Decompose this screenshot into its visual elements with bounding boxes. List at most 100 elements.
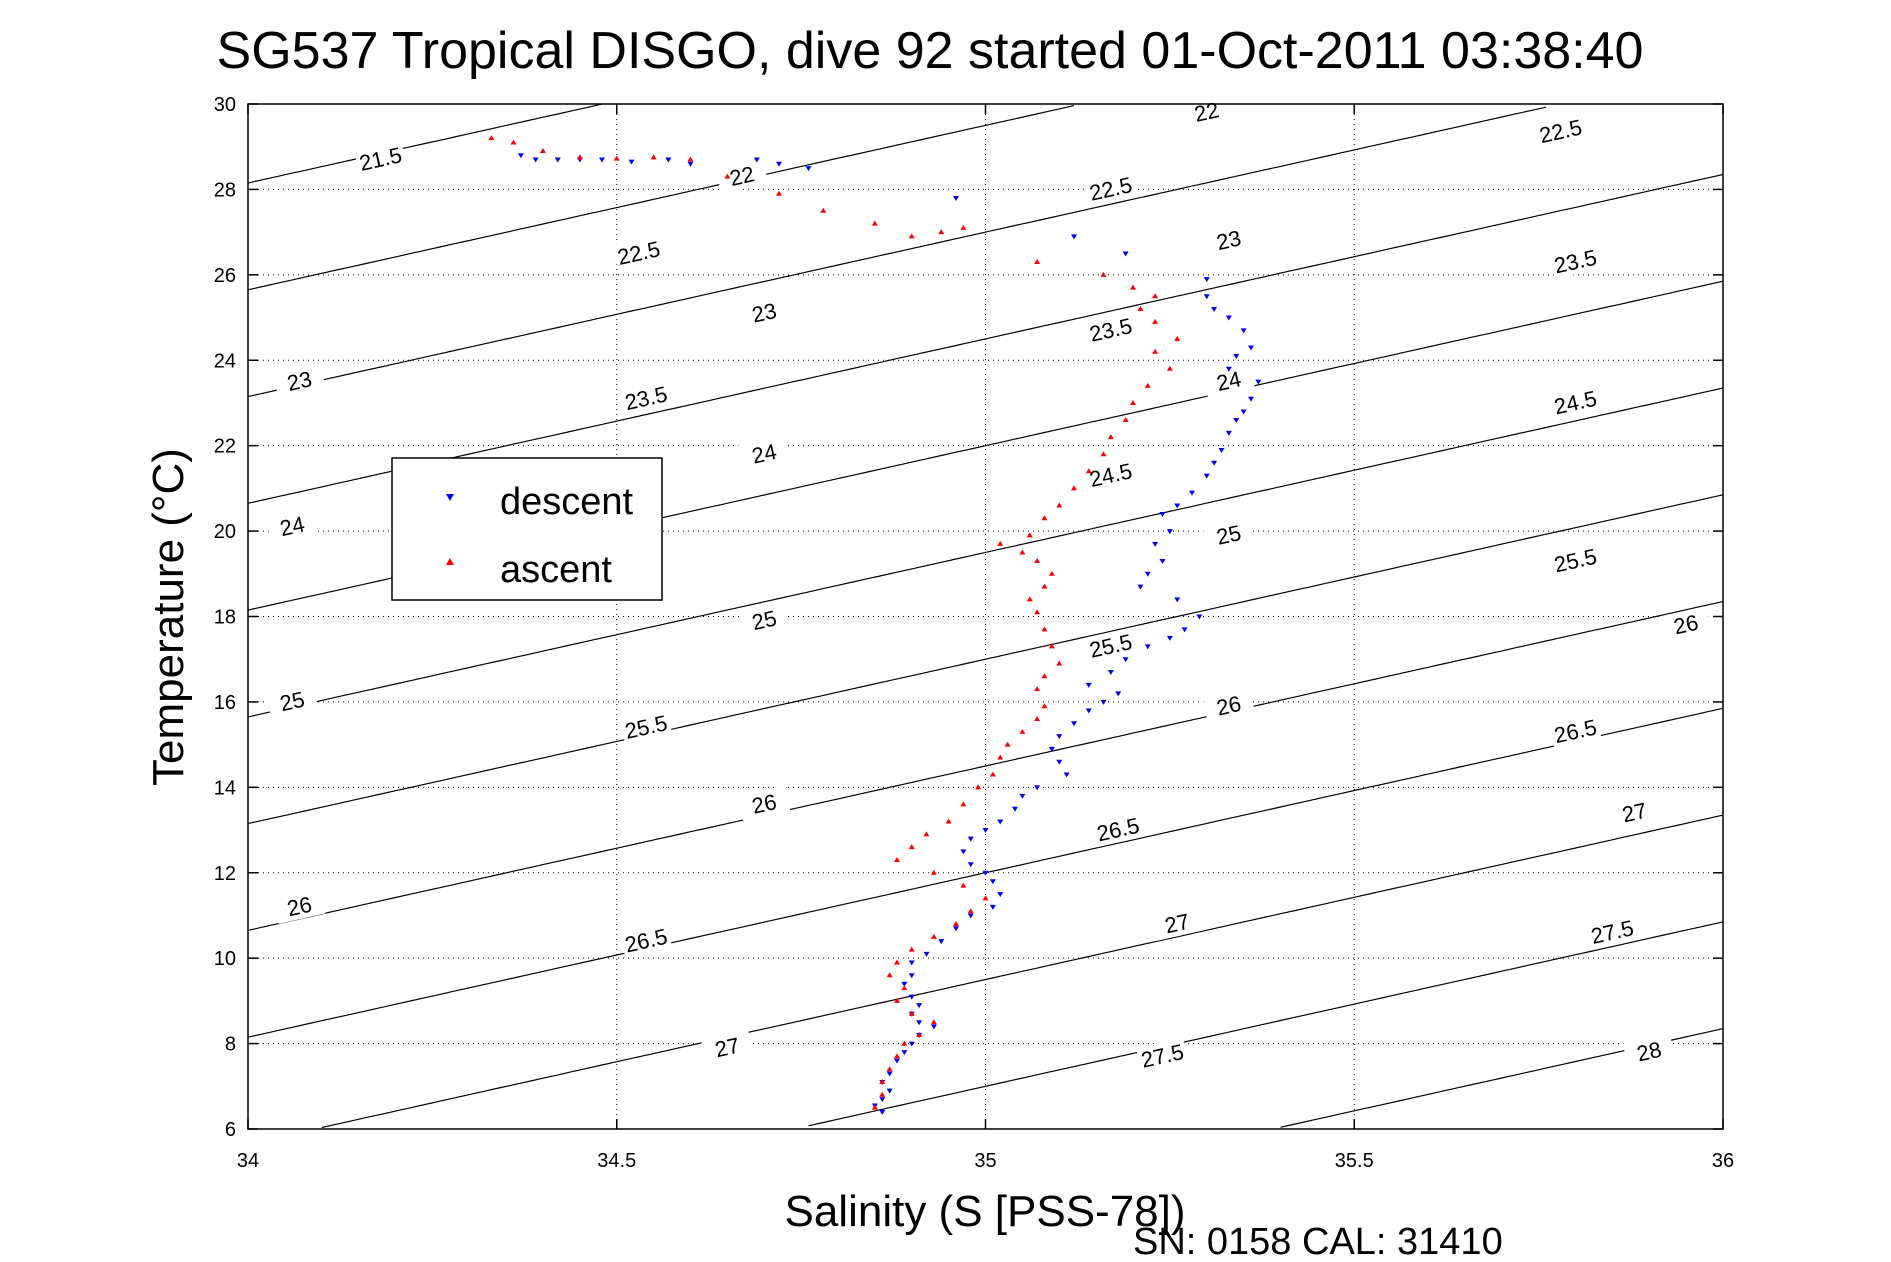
data-point-ascent — [982, 895, 989, 901]
data-point-ascent — [1041, 583, 1048, 589]
data-point-descent — [901, 1050, 908, 1056]
contour-label: 23 — [285, 366, 314, 396]
data-point-ascent — [1056, 660, 1063, 666]
data-point-ascent — [1100, 271, 1107, 277]
data-point-ascent — [576, 154, 583, 160]
data-point-descent — [1196, 614, 1203, 620]
contour-label: 27.5 — [1139, 1039, 1186, 1073]
data-point-ascent — [1071, 485, 1077, 491]
data-point-descent — [1166, 635, 1173, 641]
contour-label-bg — [1608, 794, 1661, 830]
data-point-descent — [1137, 584, 1144, 590]
contour-line — [247, 387, 1724, 718]
data-point-ascent — [886, 1066, 893, 1072]
contour-label-group: 26.5 — [1091, 811, 1145, 847]
data-point-descent — [1071, 234, 1077, 240]
data-point-ascent — [1034, 259, 1041, 265]
contour-label-bg — [737, 294, 791, 331]
data-point-descent — [1056, 734, 1063, 740]
contour-label-bg — [354, 140, 407, 177]
data-point-descent — [1056, 759, 1063, 765]
data-point-ascent — [1152, 293, 1159, 299]
contour-label-group: 26 — [273, 888, 326, 924]
data-point-ascent — [908, 1010, 915, 1016]
data-point-descent — [1248, 345, 1254, 351]
contour-label-bg — [737, 435, 791, 472]
data-point-descent — [930, 1024, 937, 1030]
contour-label: 26 — [1214, 691, 1243, 721]
density-contours — [247, 103, 1724, 1129]
data-point-descent — [1240, 328, 1247, 334]
data-point-ascent — [613, 155, 620, 161]
data-point-ascent — [1144, 382, 1151, 388]
data-point-descent — [908, 973, 915, 979]
contour-label: 27 — [1620, 798, 1649, 828]
data-point-descent — [1233, 353, 1240, 359]
contour-label-bg — [1659, 606, 1713, 642]
data-point-ascent — [1152, 348, 1159, 354]
data-point-ascent — [1019, 549, 1026, 555]
data-point-ascent — [894, 856, 900, 862]
contour-label-group: 22 — [1180, 93, 1233, 130]
data-point-ascent — [901, 985, 908, 991]
data-point-ascent — [886, 972, 893, 978]
data-point-ascent — [1107, 434, 1114, 440]
y-tick-label: 6 — [225, 1119, 236, 1141]
legend-label-descent: descent — [500, 481, 634, 523]
data-point-ascent — [687, 156, 694, 162]
data-point-descent — [908, 994, 915, 1000]
data-point-descent — [1181, 627, 1188, 633]
y-tick-label: 12 — [214, 863, 236, 885]
contour-label: 26.5 — [1552, 714, 1599, 748]
contour-label-bg — [265, 507, 319, 544]
data-point-descent — [599, 157, 605, 163]
y-tick-label: 18 — [214, 607, 236, 629]
data-point-descent — [1248, 396, 1254, 402]
data-point-descent — [967, 862, 974, 868]
x-axis-label: Salinity (S [PSS-78]) — [784, 1187, 1185, 1236]
data-point-ascent — [1041, 626, 1048, 632]
contour-label-bg — [1549, 243, 1602, 279]
contour-label: 26.5 — [622, 924, 669, 958]
contour-label-group: 26 — [1202, 687, 1255, 724]
data-point-ascent — [540, 147, 546, 153]
data-point-descent — [1174, 597, 1181, 603]
data-point-ascent — [1056, 502, 1063, 508]
data-point-descent — [1211, 307, 1218, 312]
contour-label-bg — [1084, 311, 1137, 348]
data-point-descent — [1122, 251, 1129, 257]
data-point-ascent — [650, 154, 657, 160]
x-tick-label: 34 — [237, 1150, 259, 1172]
data-point-descent — [1166, 529, 1173, 535]
data-point-ascent — [953, 921, 959, 926]
data-point-ascent — [488, 135, 495, 141]
contour-label-bg — [1084, 627, 1137, 664]
contour-label: 22.5 — [1537, 114, 1584, 148]
contour-label-bg — [1180, 93, 1233, 130]
data-point-descent — [1019, 793, 1026, 799]
data-point-ascent — [930, 933, 937, 939]
contour-label-bg — [619, 922, 673, 959]
data-point-descent — [1063, 772, 1070, 778]
contour-label-bg — [1136, 1037, 1189, 1074]
contour-label-group: 21.5 — [354, 140, 407, 177]
contour-line — [247, 106, 1547, 398]
contour-label: 21.5 — [357, 142, 404, 176]
data-point-ascent — [960, 882, 967, 888]
data-point-descent — [1159, 558, 1166, 564]
data-point-ascent — [1026, 596, 1033, 602]
contour-label: 27 — [1162, 909, 1191, 939]
contour-label-group: 25 — [737, 601, 791, 638]
data-point-descent — [1085, 708, 1092, 714]
contour-label: 25 — [278, 687, 307, 717]
data-point-descent — [901, 981, 908, 987]
data-point-descent — [1115, 691, 1122, 697]
data-point-ascent — [908, 946, 915, 952]
contour-label-bg — [612, 234, 665, 271]
contour-label-bg — [1534, 112, 1587, 149]
data-point-descent — [886, 1071, 893, 1077]
contour-label-bg — [1202, 516, 1255, 553]
legend: descent ascent — [391, 457, 663, 601]
plot-frame — [247, 103, 1724, 1130]
data-point-ascent — [1152, 318, 1159, 324]
